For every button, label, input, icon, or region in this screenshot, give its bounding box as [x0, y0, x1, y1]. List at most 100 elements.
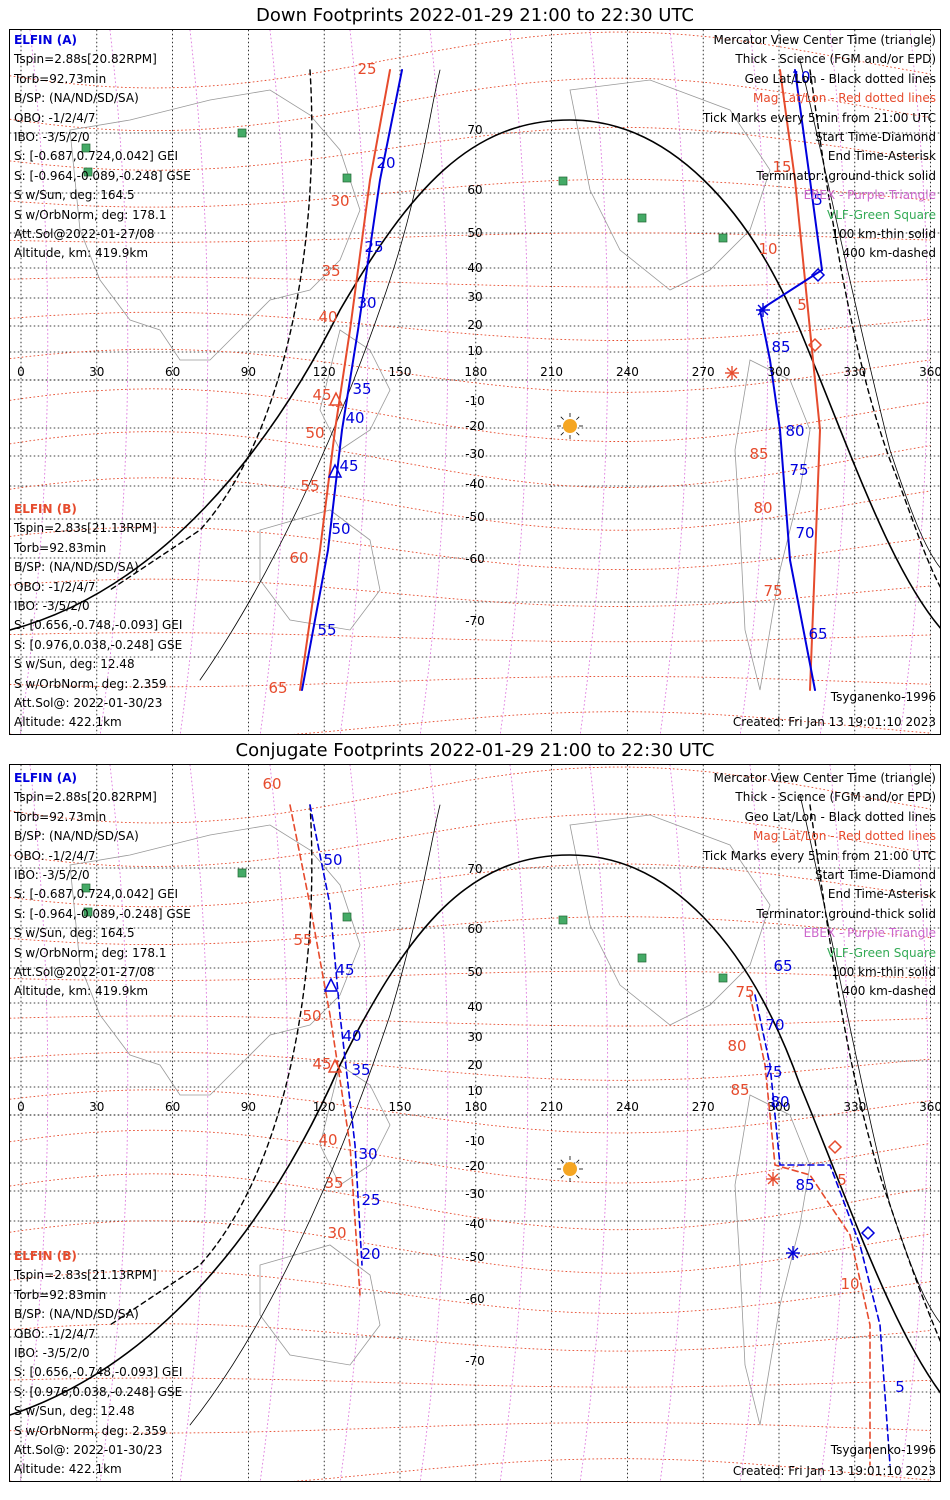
- track-time-label: 30: [357, 294, 376, 312]
- elfin-b-line: S w/Sun, deg: 12.48: [14, 657, 135, 672]
- track-time-label: 85: [749, 445, 768, 463]
- track-time-label: 10: [840, 1275, 859, 1293]
- terminator-ground: [10, 854, 940, 1416]
- mag-parallel: [10, 1323, 931, 1352]
- sun-icon: [557, 1156, 583, 1182]
- elfin-b-line: Torb=92.83min: [14, 540, 107, 555]
- legend-view: Mercator View Center Time (triangle): [713, 33, 936, 47]
- elfin-a-line: OBO: -1/2/4/7: [14, 110, 96, 125]
- lat-tick-label: -70: [465, 1354, 485, 1368]
- lon-tick-label: 360: [919, 365, 941, 379]
- track-time-label: 5: [895, 1378, 905, 1396]
- mag-meridian: [19, 30, 49, 734]
- mag-parallel: [10, 916, 931, 945]
- mag-meridian: [899, 765, 929, 1481]
- lon-tick-label: 330: [843, 1100, 866, 1114]
- elfin-a-line: Torb=92.73min: [14, 809, 107, 824]
- vlf-station-square: [558, 176, 568, 186]
- start-time-diamond: [807, 337, 823, 353]
- vlf-station-square: [81, 143, 91, 153]
- mag-parallel: [10, 431, 931, 488]
- lat-tick-label: 20: [467, 1058, 482, 1072]
- elfin-b-line: Altitude: 422.1km: [14, 1462, 122, 1477]
- track-time-label: 40: [345, 409, 364, 427]
- elfin-a-line: IBO: -3/5/2/0: [14, 868, 90, 883]
- start-time-diamond: [810, 267, 826, 283]
- coastline-segment: [69, 89, 361, 361]
- lat-tick-label: -60: [465, 1292, 485, 1306]
- footprint-tracks: [81, 69, 826, 691]
- down-footprints-map: 0 30 60 90 120 150 180 210 240 270 300 330 360 70 60 50…: [10, 30, 941, 734]
- vlf-station-square: [637, 213, 647, 223]
- elfin-a-info: ELFIN (A) Tspin=2.88s[20.82RPM] Torb=92.…: [14, 769, 191, 1002]
- elfin-a-line: Tspin=2.88s[20.82RPM]: [14, 790, 157, 805]
- vlf-station-square: [718, 973, 728, 983]
- track-time-label: 45: [335, 961, 354, 979]
- vlf-station-square: [81, 883, 91, 893]
- track-time-label: 30: [330, 192, 349, 210]
- track-time-label: 10: [791, 68, 810, 86]
- legend-100km: 100 km-thin solid: [831, 227, 936, 242]
- elfin-b-info: ELFIN (B) Tspin=2.83s[21.13RPM] Torb=92.…: [14, 500, 182, 733]
- track-time-label: 75: [763, 1063, 782, 1081]
- end-time-asterisk: [766, 1172, 780, 1186]
- lat-tick-label: -70: [465, 614, 485, 628]
- track-time-label: 45: [339, 457, 358, 475]
- mag-parallel: [10, 1458, 931, 1481]
- elfin-b-line: OBO: -1/2/4/7: [14, 579, 96, 594]
- center-time-triangle: [323, 977, 339, 992]
- track-time-label: 5: [813, 191, 823, 209]
- mag-parallel: [10, 578, 931, 607]
- coastline-segment: [319, 329, 391, 451]
- track-time-label: 30: [358, 1145, 377, 1163]
- terminator-400km: [809, 804, 940, 1343]
- legend-end: End Time-Asterisk: [827, 149, 936, 164]
- coastline: [69, 814, 811, 1426]
- elfin-a-info: ELFIN (A) Tspin=2.88s[20.82RPM] Torb=92.…: [14, 31, 191, 264]
- mag-parallel: [10, 477, 931, 531]
- track-time-label: 15: [772, 158, 791, 176]
- lon-tick-label: 210: [540, 365, 563, 379]
- track-time-label: 55: [300, 477, 319, 495]
- track-time-label: 65: [268, 679, 287, 697]
- mag-meridian: [499, 765, 529, 1481]
- track-time-label: 40: [342, 1027, 361, 1045]
- track-time-label: 60: [262, 775, 281, 793]
- lat-tick-label: 60: [467, 922, 482, 936]
- legend-mag: Mag Lat/Lon - Red dotted lines: [752, 829, 936, 844]
- elfin-a-line: Altitude, km: 419.9km: [14, 246, 149, 261]
- conjugate-footprints-map: 0 30 60 90 120 150 180 210 240 270 300 330 360 70 60 50…: [10, 765, 940, 1481]
- lat-tick-label: -60: [465, 552, 485, 566]
- start-time-diamond: [827, 1139, 843, 1155]
- lat-tick-label: 40: [467, 261, 482, 275]
- elfin-a-line: IBO: -3/5/2/0: [14, 130, 90, 145]
- track-time-label: 65: [773, 957, 792, 975]
- legend-vlf: VLF-Green Square: [827, 207, 936, 222]
- model-label: Tsyganenko-1996: [830, 690, 936, 704]
- mag-meridian: [179, 765, 209, 1481]
- legend-geo: Geo Lat/Lon - Black dotted lines: [744, 71, 936, 86]
- vlf-station-square: [558, 915, 568, 925]
- elfin-b-conj-track-east: [749, 994, 871, 1466]
- conjugate-footprints-panel: 0 30 60 90 120 150 180 210 240 270 300 330 360 70 60 50…: [9, 764, 941, 1482]
- mag-meridian: [659, 30, 689, 734]
- vlf-station-square: [342, 173, 352, 183]
- elfin-a-line: S: [-0.687,0.724,0.042] GEI: [14, 149, 179, 164]
- track-time-label: 25: [364, 238, 383, 256]
- elfin-a-line: B/SP: (NA/ND/SD/SA): [14, 829, 139, 844]
- created-label: Created: Fri Jan 13 19:01:10 2023: [732, 1464, 936, 1478]
- track-time-label: 40: [318, 308, 337, 326]
- mag-meridian: [739, 765, 769, 1481]
- elfin-b-line: S w/Sun, deg: 12.48: [14, 1404, 135, 1419]
- track-time-label: 45: [312, 1055, 331, 1073]
- track-time-label: 75: [735, 983, 754, 1001]
- geo-grid: [10, 765, 940, 1481]
- track-time-label: 85: [771, 338, 790, 356]
- down-footprints-title: Down Footprints 2022-01-29 21:00 to 22:3…: [256, 5, 694, 26]
- lat-tick-label: -30: [465, 1187, 485, 1201]
- elfin-a-line: S w/Sun, deg: 164.5: [14, 188, 135, 203]
- lat-tick-label: 60: [467, 183, 482, 197]
- lon-tick-label: 330: [843, 365, 866, 379]
- track-time-label: 50: [323, 851, 342, 869]
- elfin-a-line: S: [-0.964,-0.089,-0.248] GSE: [14, 168, 191, 183]
